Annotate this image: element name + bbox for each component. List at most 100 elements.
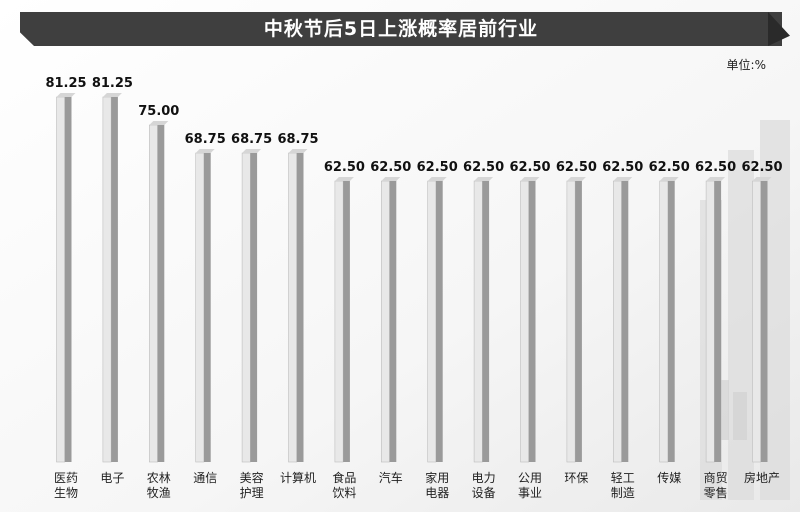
- bar-group: 62.50 汽车: [370, 160, 411, 485]
- bar-cap: [659, 177, 679, 181]
- bar-side: [528, 181, 536, 462]
- bar-front: [102, 96, 112, 463]
- category-label: 房地产: [744, 470, 780, 485]
- category-label: 计算机: [280, 470, 316, 485]
- bar-group: 68.75 通信: [185, 132, 226, 485]
- bar-side: [389, 181, 397, 462]
- category-label: 事业: [518, 486, 542, 500]
- category-label: 护理: [240, 486, 264, 500]
- value-label: 62.50: [370, 160, 411, 175]
- bar-side: [157, 125, 165, 462]
- bar-side: [296, 153, 304, 462]
- bar-front: [195, 152, 205, 463]
- bar-front: [380, 180, 390, 463]
- bar-cap: [242, 149, 262, 153]
- category-label: 生物: [54, 486, 78, 500]
- bar-front: [334, 180, 344, 463]
- bar-group: 62.50 房地产: [741, 160, 782, 485]
- category-label: 通信: [193, 471, 217, 485]
- bar-front: [520, 180, 530, 463]
- category-label: 电子: [100, 471, 124, 485]
- category-label: 制造: [611, 486, 635, 500]
- value-label: 62.50: [463, 160, 504, 175]
- category-label: 设备: [472, 486, 496, 500]
- value-label: 62.50: [556, 160, 597, 175]
- bar-side: [760, 181, 768, 462]
- category-label: 美容: [240, 470, 264, 485]
- bar-front: [566, 180, 576, 463]
- bar-cap: [706, 177, 726, 181]
- category-label: 饮料: [332, 486, 356, 500]
- bar-side: [250, 153, 258, 462]
- bar-cap: [613, 177, 633, 181]
- value-label: 68.75: [277, 132, 318, 147]
- category-label: 商贸: [704, 470, 728, 485]
- category-label: 电力: [472, 471, 496, 485]
- value-label: 62.50: [602, 160, 643, 175]
- bar-front: [427, 180, 437, 463]
- value-label: 81.25: [45, 76, 86, 91]
- bar-side: [667, 181, 675, 462]
- bar-side: [64, 97, 72, 462]
- bar-side: [203, 153, 211, 462]
- bar-side: [714, 181, 722, 462]
- value-label: 62.50: [649, 160, 690, 175]
- category-label: 公用: [518, 471, 542, 485]
- category-label: 家用: [425, 470, 449, 485]
- bar-front: [149, 124, 158, 463]
- title-banner: [20, 12, 782, 46]
- bar-side: [575, 181, 582, 462]
- bar-front: [288, 152, 298, 463]
- unit-label: 单位:%: [726, 58, 766, 72]
- bar-group: 62.50 环保: [556, 160, 597, 485]
- value-label: 62.50: [509, 160, 550, 175]
- category-label: 零售: [704, 485, 728, 500]
- bar-front: [473, 180, 483, 463]
- value-label: 75.00: [138, 104, 179, 119]
- bar-cap: [752, 177, 772, 181]
- category-label: 牧渔: [147, 486, 171, 500]
- bar-side: [435, 181, 443, 462]
- bar-cap: [149, 121, 169, 125]
- bar-cap: [195, 149, 215, 153]
- bar-front: [56, 96, 66, 463]
- bar-group: 68.75 计算机: [277, 132, 318, 485]
- bar-side: [343, 181, 350, 462]
- category-label: 环保: [564, 471, 588, 485]
- bar-front: [241, 152, 251, 463]
- bar-cap: [427, 177, 447, 181]
- bar-cap: [520, 177, 540, 181]
- bar-cap: [334, 177, 354, 181]
- bar-cap: [566, 177, 586, 181]
- category-label: 传媒: [657, 470, 681, 485]
- bar-side: [482, 181, 490, 462]
- value-label: 62.50: [417, 160, 458, 175]
- bar-front: [659, 180, 669, 463]
- category-label: 医药: [54, 471, 78, 485]
- bar-front: [705, 180, 715, 463]
- category-label: 电器: [425, 486, 449, 500]
- bar-side: [111, 97, 118, 462]
- bar-cap: [102, 93, 122, 97]
- chart-title: 中秋节后5日上涨概率居前行业: [263, 18, 539, 40]
- bar-cap: [56, 93, 76, 97]
- bar-group: 81.25 电子: [92, 76, 133, 485]
- value-label: 81.25: [92, 76, 133, 91]
- category-label: 轻工: [611, 471, 635, 485]
- value-label: 68.75: [185, 132, 226, 147]
- bar-cap: [288, 149, 308, 153]
- category-label: 农林: [147, 471, 171, 485]
- value-label: 68.75: [231, 132, 272, 147]
- value-label: 62.50: [695, 160, 736, 175]
- value-label: 62.50: [324, 160, 365, 175]
